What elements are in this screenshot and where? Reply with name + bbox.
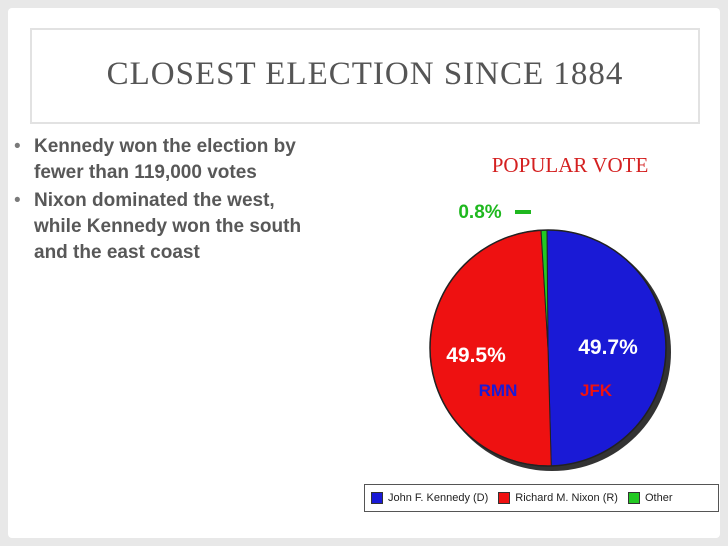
bullet-text: Nixon dominated the west, while Kennedy … bbox=[34, 190, 302, 263]
bullet-item: • Kennedy won the election by fewer than… bbox=[10, 134, 304, 186]
bullet-item: • Nixon dominated the west, while Kenned… bbox=[10, 188, 304, 266]
slice-label-kennedy: 49.7% bbox=[578, 336, 638, 359]
chart-legend: John F. Kennedy (D) Richard M. Nixon (R)… bbox=[364, 484, 719, 512]
slide-title: CLOSEST ELECTION SINCE 1884 bbox=[106, 56, 624, 92]
slide: CLOSEST ELECTION SINCE 1884 • Kennedy wo… bbox=[8, 8, 720, 538]
legend-label-other: Other bbox=[644, 492, 673, 504]
legend-swatch-nixon bbox=[498, 492, 511, 504]
legend-swatch-kennedy bbox=[371, 492, 383, 504]
bullet-dot-icon: • bbox=[14, 190, 21, 211]
bullet-list: • Kennedy won the election by fewer than… bbox=[10, 134, 330, 268]
pie-chart-svg: POPULAR VOTE 49.7% 49.5% 0.8% RMN JFK bbox=[429, 153, 671, 471]
slice-shortlabel-nixon: RMN bbox=[479, 381, 518, 400]
slice-shortlabel-kennedy: JFK bbox=[580, 381, 613, 400]
legend-swatch-other bbox=[627, 492, 640, 504]
legend-item-other: Other bbox=[627, 492, 673, 504]
legend-label-kennedy: John F. Kennedy (D) bbox=[388, 492, 489, 504]
title-box: CLOSEST ELECTION SINCE 1884 bbox=[30, 28, 700, 124]
legend-item-nixon: Richard M. Nixon (R) bbox=[498, 492, 618, 504]
bullet-dot-icon: • bbox=[14, 136, 21, 157]
pie-outline bbox=[429, 229, 667, 467]
slice-label-other: 0.8% bbox=[458, 202, 501, 223]
legend-item-kennedy: John F. Kennedy (D) bbox=[371, 492, 488, 504]
slice-label-nixon: 49.5% bbox=[446, 344, 506, 367]
legend-label-nixon: Richard M. Nixon (R) bbox=[515, 492, 618, 504]
pie-chart: POPULAR VOTE 49.7% 49.5% 0.8% RMN JFK John F.… bbox=[358, 144, 720, 522]
chart-title: POPULAR VOTE bbox=[492, 153, 649, 177]
bullet-text: Kennedy won the election by fewer than 1… bbox=[34, 136, 296, 183]
